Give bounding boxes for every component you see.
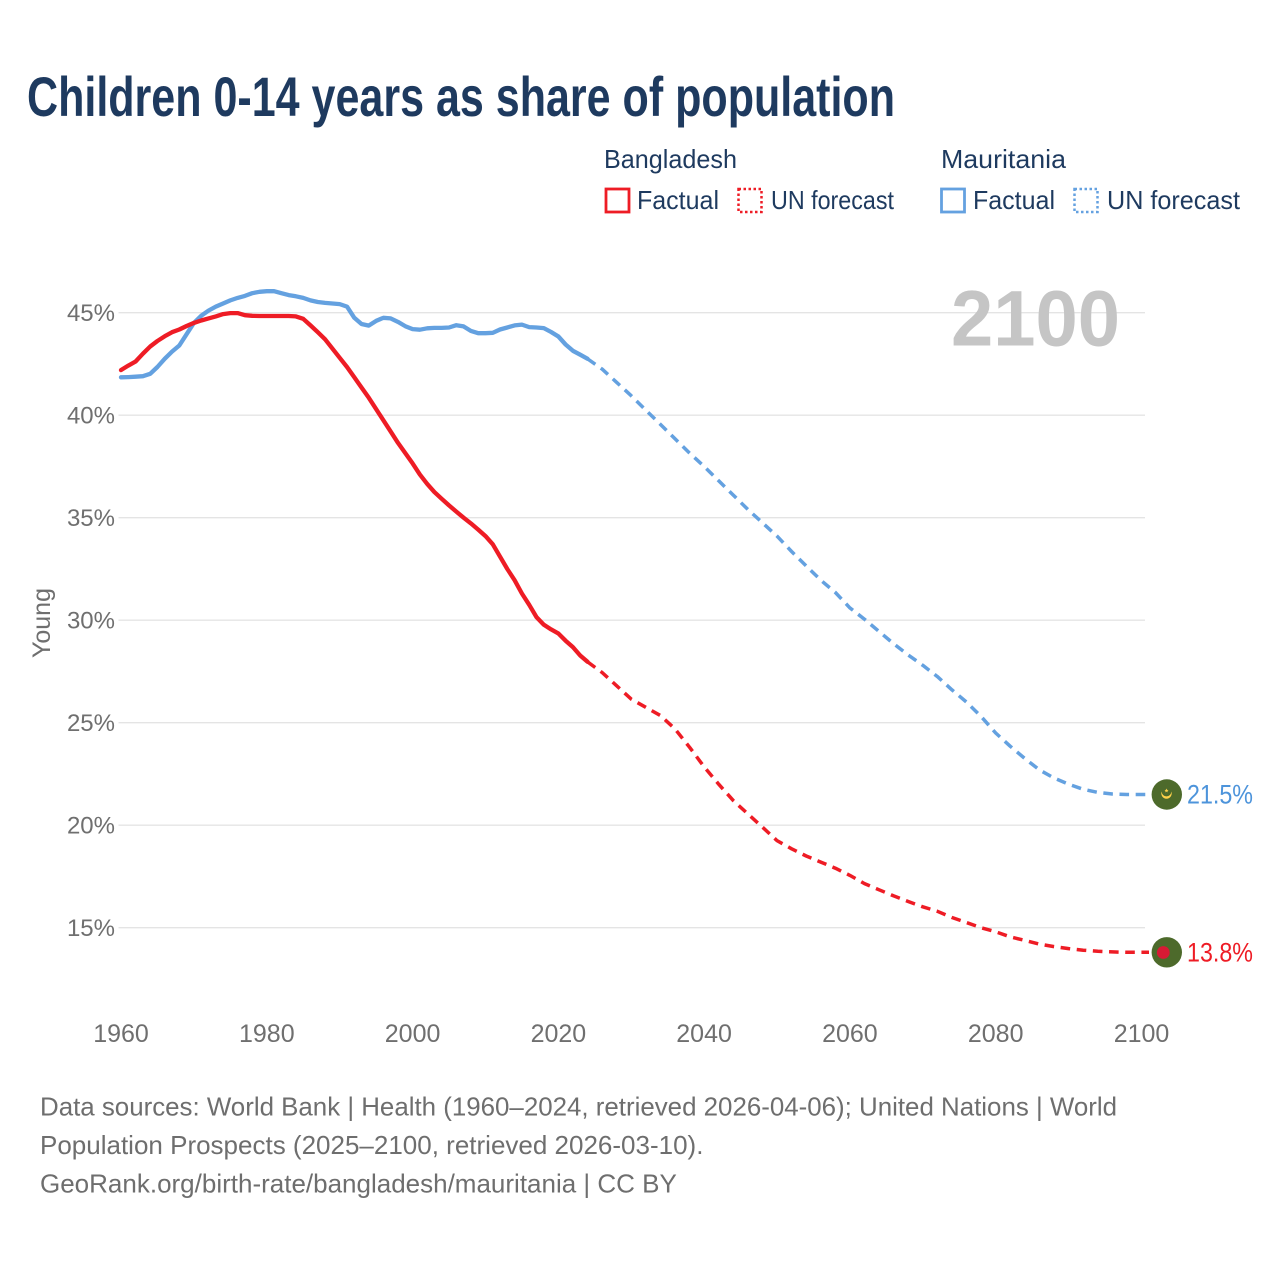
svg-text:1960: 1960 [93, 1020, 149, 1048]
svg-text:Children 0-14 years as share o: Children 0-14 years as share of populati… [27, 65, 895, 128]
svg-text:20%: 20% [67, 813, 115, 840]
svg-text:40%: 40% [67, 403, 115, 430]
svg-text:30%: 30% [67, 608, 115, 635]
svg-text:2100: 2100 [1114, 1020, 1170, 1048]
svg-text:2040: 2040 [676, 1020, 732, 1048]
svg-text:UN forecast: UN forecast [771, 185, 895, 215]
svg-text:GeoRank.org/birth-rate/banglad: GeoRank.org/birth-rate/bangladesh/maurit… [40, 1168, 677, 1198]
svg-text:2100: 2100 [951, 274, 1120, 363]
svg-text:Young: Young [28, 588, 56, 658]
svg-text:15%: 15% [67, 915, 115, 942]
svg-text:35%: 35% [67, 505, 115, 532]
svg-text:13.8%: 13.8% [1187, 937, 1253, 967]
svg-text:21.5%: 21.5% [1187, 780, 1253, 810]
svg-text:2000: 2000 [385, 1020, 441, 1048]
svg-text:Bangladesh: Bangladesh [604, 144, 737, 174]
svg-text:25%: 25% [67, 710, 115, 737]
svg-text:Factual: Factual [973, 185, 1055, 215]
svg-text:2060: 2060 [822, 1020, 878, 1048]
svg-text:Factual: Factual [637, 185, 719, 215]
svg-text:Mauritania: Mauritania [941, 144, 1067, 174]
svg-text:UN forecast: UN forecast [1107, 185, 1241, 215]
svg-text:45%: 45% [67, 300, 115, 327]
svg-text:1980: 1980 [239, 1020, 295, 1048]
svg-text:2020: 2020 [531, 1020, 587, 1048]
svg-text:Data sources: World Bank | Hea: Data sources: World Bank | Health (1960–… [40, 1091, 1117, 1121]
svg-text:2080: 2080 [968, 1020, 1024, 1048]
svg-text:Population Prospects (2025–210: Population Prospects (2025–2100, retriev… [40, 1130, 703, 1160]
